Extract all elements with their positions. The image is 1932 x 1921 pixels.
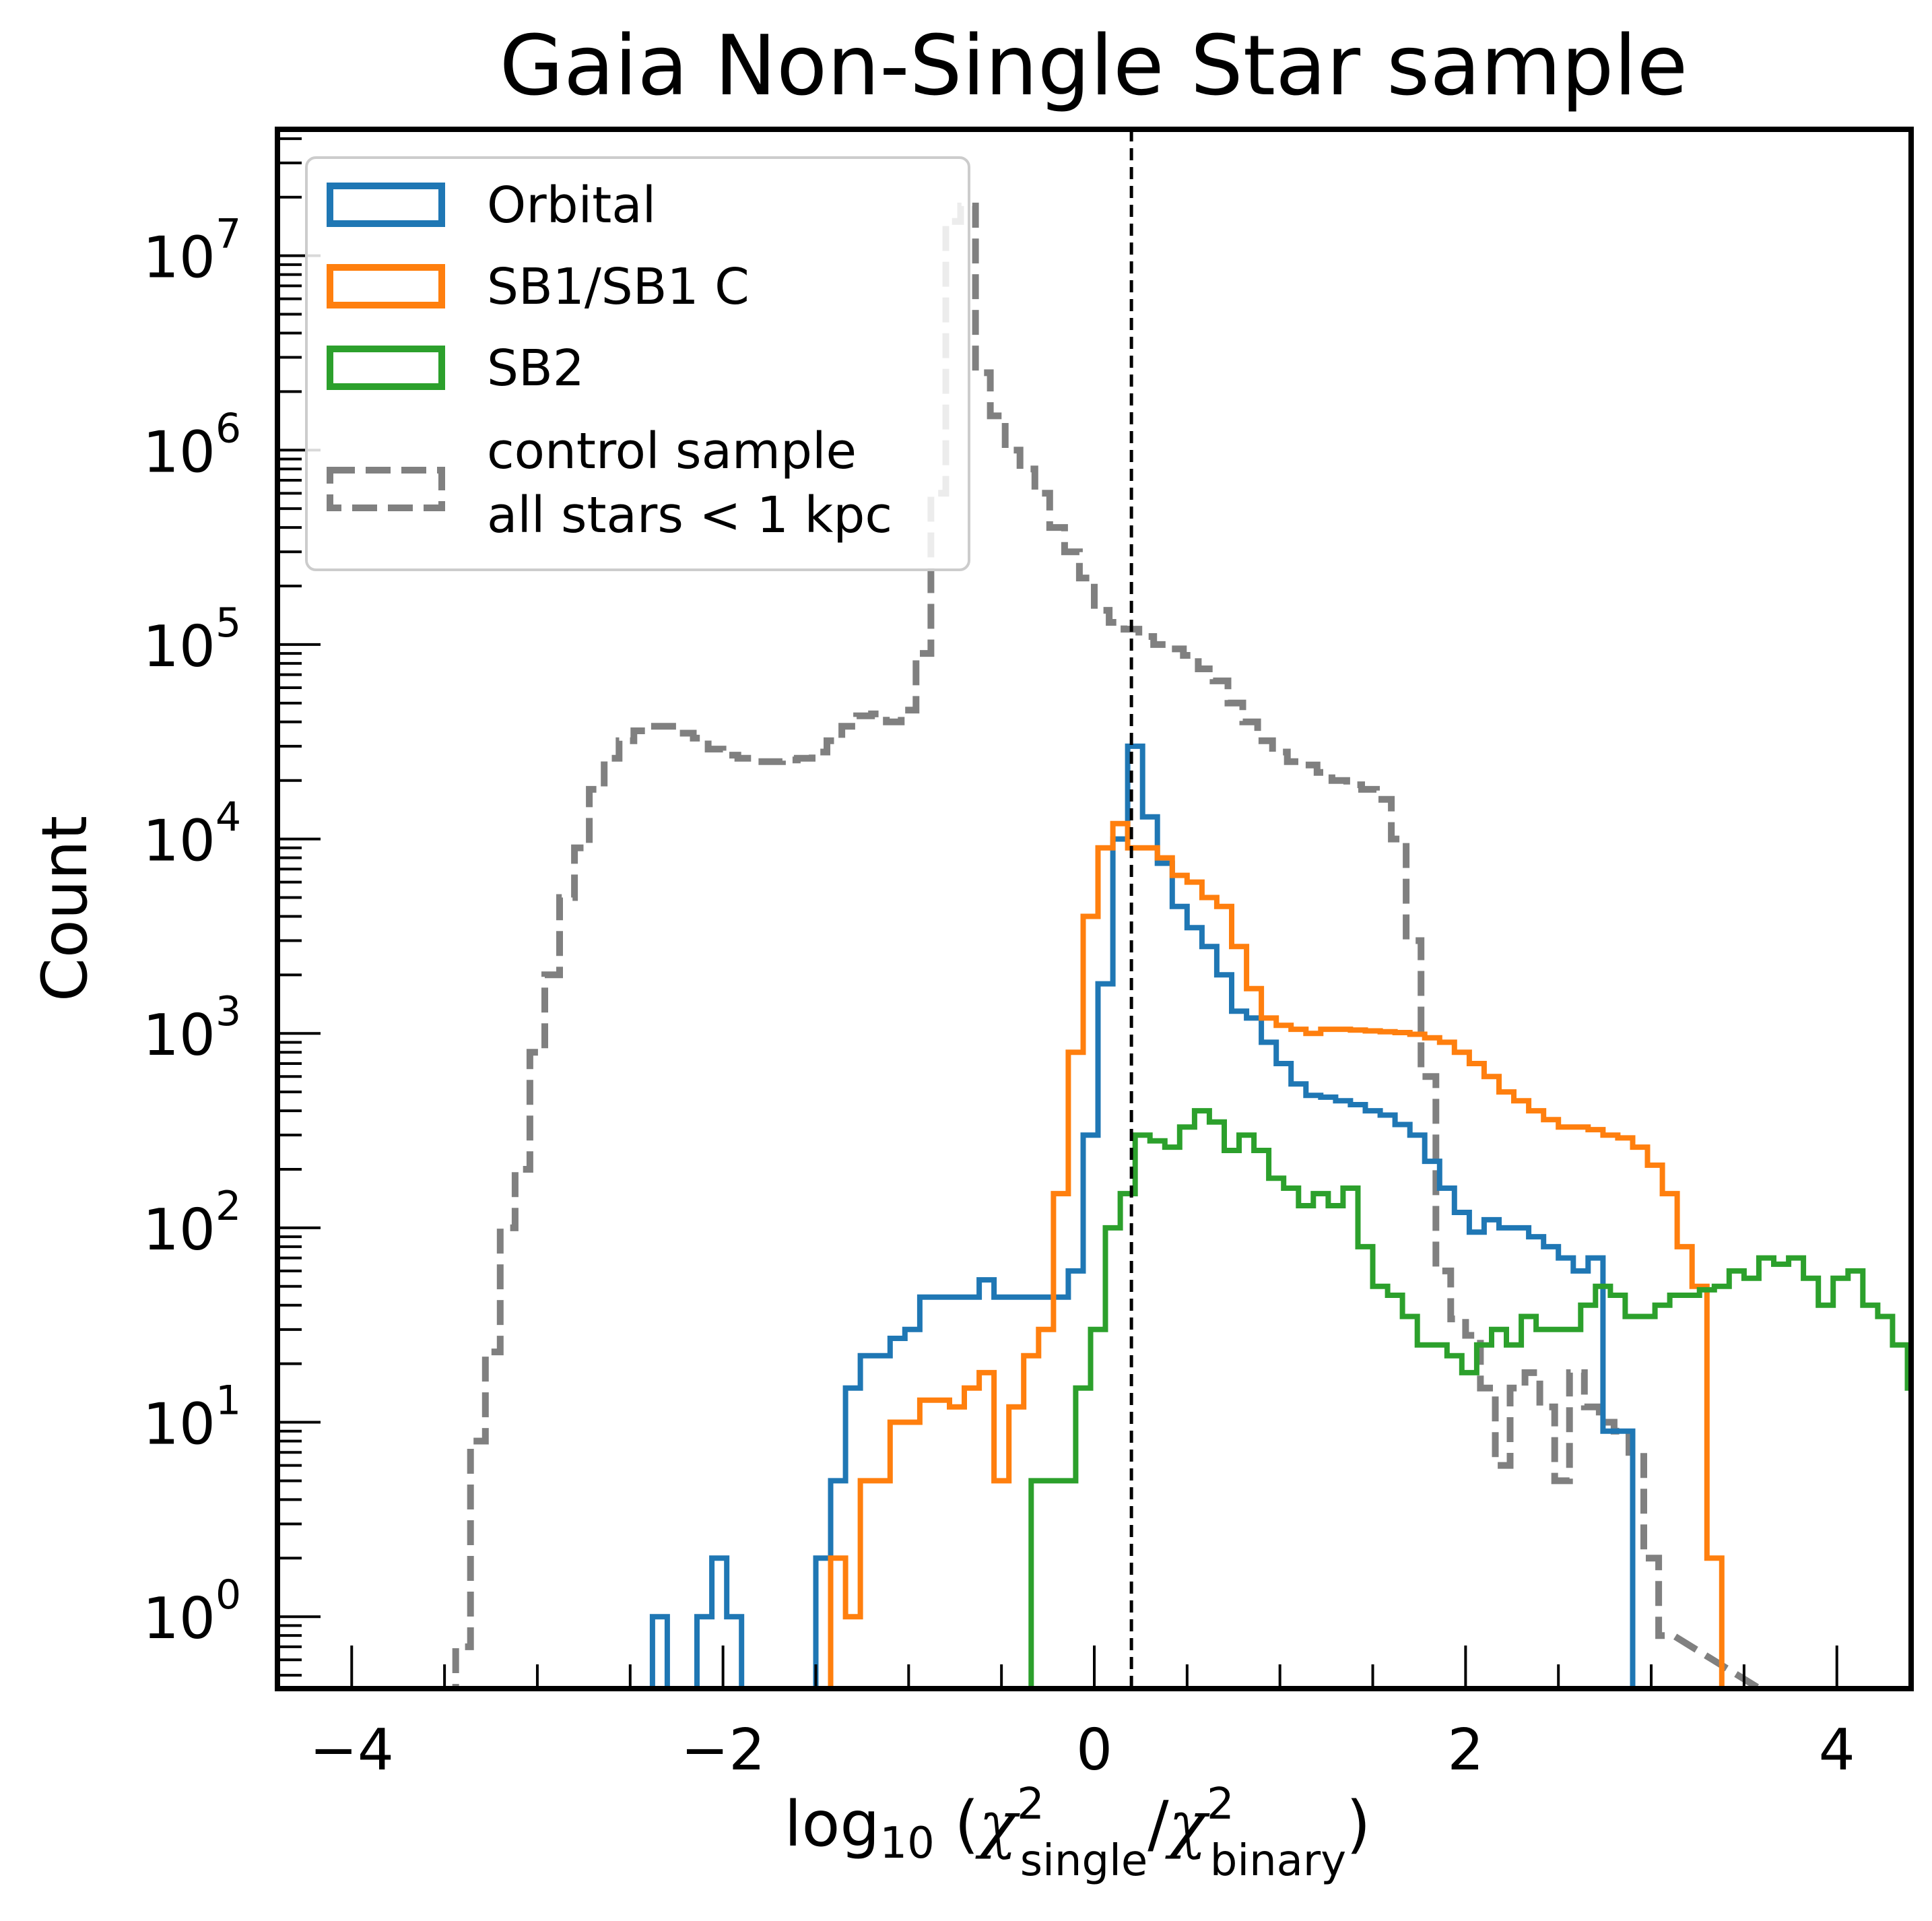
legend-label-control-line2: all stars < 1 kpc (487, 486, 892, 544)
y-tick-label: 102 (143, 1183, 241, 1264)
series-control-sample (452, 202, 1766, 1689)
series-orbital (649, 743, 1636, 1689)
x-tick-label: 2 (1447, 1717, 1484, 1784)
x-tick-label: 4 (1819, 1717, 1855, 1784)
legend: Orbital SB1/SB1 C SB2 control sample all… (305, 156, 970, 571)
ticks-layer: −4 −2 0 2 4 100 101 102 103 104 105 106 107 (143, 137, 1855, 1784)
x-axis-label: log10 (χ2 single/χ2 binary) (785, 1780, 1371, 1886)
y-tick-label: 107 (143, 211, 241, 292)
x-tick-label: −4 (310, 1717, 394, 1784)
y-tick-label: 106 (143, 405, 241, 486)
x-axis-label-single: single (1020, 1836, 1147, 1886)
plot-frame (275, 127, 1914, 1691)
legend-label-control: control sample (487, 422, 857, 480)
series-sb1-sb1-c (828, 820, 1725, 1689)
legend-box (305, 156, 970, 571)
legend-swatch-orbital (327, 183, 445, 227)
y-tick-label: 101 (143, 1377, 241, 1458)
legend-label-sb1: SB1/SB1 C (487, 258, 750, 316)
y-axis-label: Count (28, 816, 101, 1002)
legend-swatch-control (327, 467, 445, 511)
y-tick-label: 104 (143, 794, 241, 875)
chart-title: Gaia Non-Single Star sample (500, 18, 1688, 115)
x-axis-label-binary: binary (1210, 1836, 1346, 1886)
series-layer (452, 202, 1911, 1689)
x-tick-label: 0 (1076, 1717, 1112, 1784)
legend-label-sb2: SB2 (487, 339, 585, 397)
y-tick-label: 103 (143, 988, 241, 1069)
x-tick-label: −2 (681, 1717, 765, 1784)
x-axis-label-log: log (785, 1788, 880, 1860)
series-sb2 (1028, 1108, 1911, 1689)
y-tick-label: 105 (143, 599, 241, 680)
x-axis-label-log-base: 10 (879, 1819, 934, 1868)
legend-swatch-sb1 (327, 264, 445, 308)
legend-label-orbital: Orbital (487, 176, 656, 234)
legend-swatch-sb2 (327, 346, 445, 390)
y-tick-label: 100 (143, 1571, 241, 1652)
